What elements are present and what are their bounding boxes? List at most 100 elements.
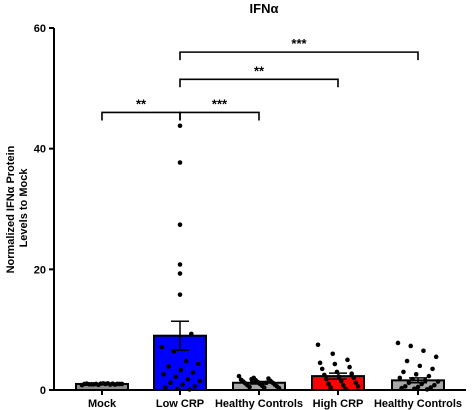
point-3-11: [351, 375, 357, 381]
point-1-0: [177, 123, 183, 129]
significance-bracket-2: [179, 78, 339, 88]
significance-label-3: ***: [291, 36, 307, 51]
point-1-5: [177, 292, 183, 297]
point-4-2: [421, 348, 426, 354]
point-4-9: [426, 373, 432, 379]
y-axis-label-line-1: Normalized IFNα Protein: [5, 145, 17, 273]
point-1-14: [161, 372, 166, 377]
point-4-5: [417, 363, 423, 369]
significance-label-2: **: [254, 63, 265, 78]
point-1-22: [175, 386, 180, 392]
point-4-20: [399, 385, 404, 391]
point-3-1: [330, 351, 336, 357]
point-1-3: [177, 262, 183, 267]
significance-label-1: ***: [212, 96, 228, 111]
point-4-6: [430, 366, 435, 372]
point-1-20: [192, 384, 198, 389]
point-3-16: [340, 382, 346, 388]
point-3-5: [347, 364, 352, 370]
point-1-19: [180, 382, 185, 387]
point-1-17: [197, 378, 203, 384]
point-3-9: [322, 372, 327, 378]
point-3-10: [336, 374, 342, 380]
point-1-10: [195, 361, 201, 367]
point-4-22: [424, 387, 430, 392]
point-2-0: [236, 373, 242, 379]
point-3-6: [319, 366, 325, 372]
x-tick-label-4: Healthy Controls: [374, 398, 462, 410]
point-4-21: [412, 386, 417, 392]
point-4-4: [404, 358, 410, 364]
y-tick-label-3: 60: [34, 23, 46, 35]
point-4-19: [428, 385, 434, 390]
point-4-3: [433, 354, 439, 360]
point-3-14: [353, 380, 359, 386]
point-2-17: [276, 385, 282, 391]
point-3-7: [334, 369, 340, 375]
point-1-6: [189, 331, 194, 337]
point-4-8: [413, 372, 419, 377]
significance-label-0: **: [136, 96, 147, 111]
point-1-15: [173, 374, 178, 380]
point-4-15: [419, 381, 424, 387]
point-2-19: [264, 380, 269, 386]
point-1-9: [183, 358, 189, 364]
x-tick-label-1: Low CRP: [156, 398, 204, 410]
y-axis-label: Normalized IFNα Protein Levels to Mock: [5, 143, 30, 274]
point-3-17: [355, 384, 361, 389]
y-axis-label-line-2: Levels to Mock: [18, 168, 30, 248]
point-3-0: [315, 342, 321, 348]
point-3-4: [332, 361, 338, 367]
point-2-18: [249, 376, 254, 382]
point-4-16: [432, 382, 437, 388]
x-tick-label-2: Healthy Controls: [215, 398, 303, 410]
point-4-17: [402, 384, 408, 389]
point-1-12: [178, 367, 184, 373]
point-0-13: [82, 381, 87, 387]
chart-title: IFNα: [250, 1, 279, 16]
point-4-18: [415, 384, 421, 390]
point-0-17: [105, 381, 111, 386]
point-1-7: [159, 344, 165, 350]
point-3-12: [324, 376, 329, 382]
point-4-10: [397, 375, 403, 381]
point-4-1: [408, 343, 414, 349]
y-tick-label-2: 40: [34, 144, 46, 156]
point-3-15: [326, 381, 331, 387]
point-1-11: [166, 364, 171, 369]
point-3-18: [328, 385, 333, 390]
point-0-16: [89, 381, 94, 387]
point-2-15: [247, 384, 252, 390]
point-4-14: [406, 380, 412, 386]
point-2-16: [261, 385, 267, 390]
point-1-4: [177, 271, 183, 276]
point-3-13: [338, 378, 344, 384]
point-3-2: [345, 357, 350, 363]
point-1-18: [168, 380, 173, 386]
point-1-23: [187, 387, 192, 392]
point-4-7: [401, 369, 406, 375]
point-4-11: [410, 376, 415, 382]
significance-bracket-0: [101, 111, 181, 121]
point-1-21: [162, 385, 168, 390]
point-1-2: [177, 222, 183, 227]
point-1-1: [177, 160, 183, 165]
point-1-16: [185, 376, 191, 382]
x-tick-label-0: Mock: [88, 398, 117, 410]
point-3-3: [317, 360, 323, 366]
point-4-12: [422, 378, 428, 383]
point-0-15: [114, 381, 120, 387]
point-1-8: [171, 349, 177, 354]
y-tick-label-0: 0: [40, 385, 46, 397]
significance-bracket-3: [179, 51, 419, 61]
point-3-8: [349, 371, 354, 377]
point-1-13: [190, 370, 196, 375]
point-3-19: [343, 386, 348, 392]
point-4-0: [395, 340, 401, 346]
point-4-13: [435, 379, 441, 384]
plot-area: 0 20 40 60 Mock Low CRP Healthy Controls High C…: [34, 23, 466, 410]
y-tick-label-1: 20: [34, 264, 46, 276]
x-tick-label-3: High CRP: [313, 398, 364, 410]
point-0-14: [98, 381, 104, 386]
